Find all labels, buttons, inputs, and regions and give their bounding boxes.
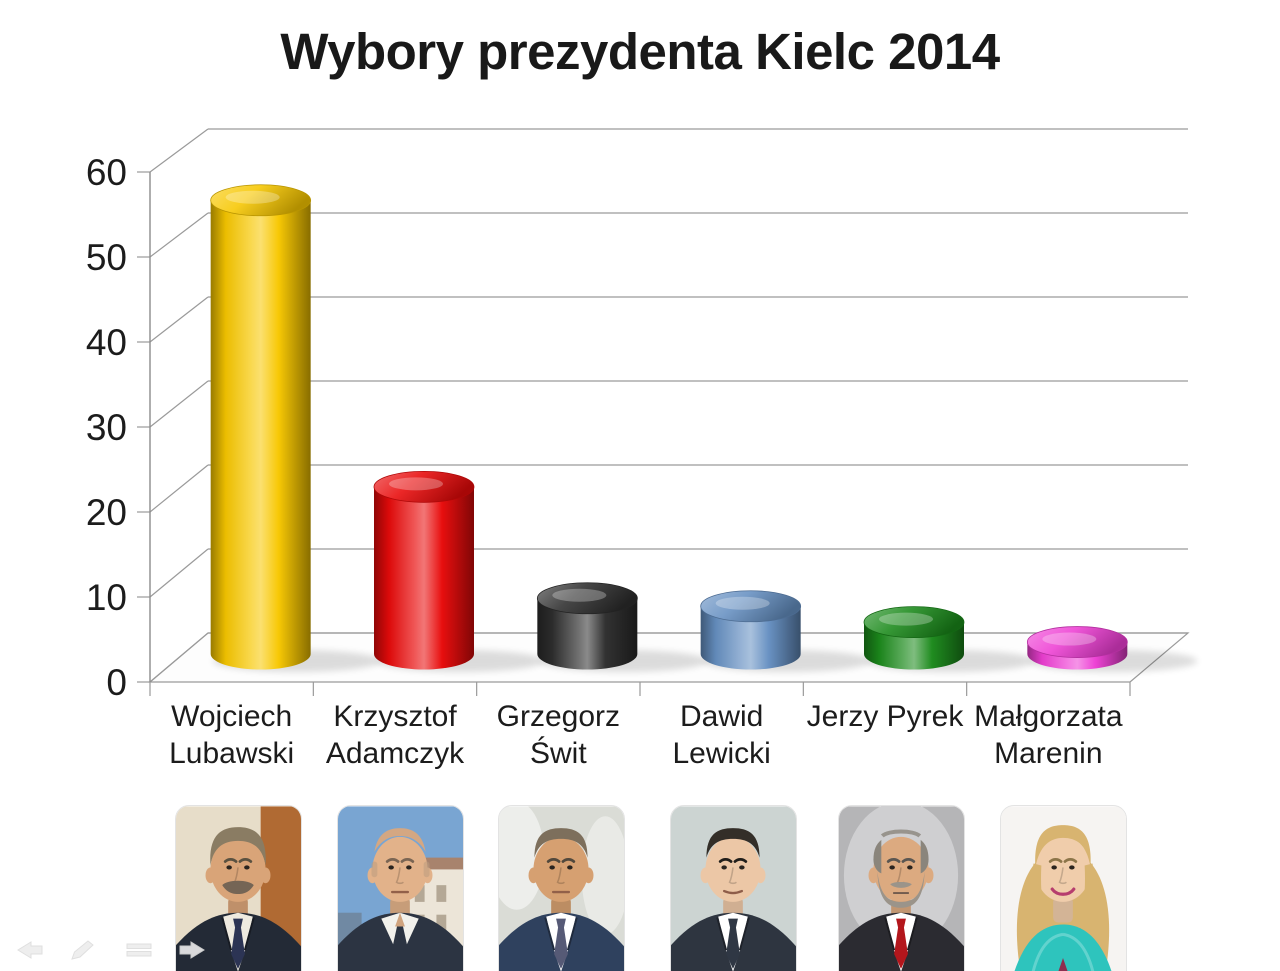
portrait-pyrek-illustration [838,806,964,971]
cylinder-bar-marenin [1026,626,1128,670]
y-axis-tick-label: 0 [106,662,127,703]
previous-slide-icon [17,941,43,959]
cylinder-bar-adamczyk [373,470,475,670]
category-axis-ticks [149,682,1131,696]
cylinder-bar-lubawski [210,184,312,670]
category-label: Świt [530,736,587,770]
category-label: Adamczyk [326,737,465,770]
photo-lewicki [669,805,797,971]
election-results-bar-chart: 0 10 20 30 40 50 60 Wojciech Lubawski Krzysztof Ad… [86,128,1198,770]
next-slide-button[interactable] [178,937,212,963]
category-label: Lubawski [169,737,294,770]
gridlines [137,128,1188,683]
cylinder-bar-swit [536,582,638,670]
category-label: Krzysztof [333,700,457,733]
category-label: Wojciech [171,700,292,733]
cylinder-bar-pyrek [863,606,965,670]
portrait-lewicki-illustration [670,806,796,971]
slide-menu-button[interactable] [122,937,156,963]
category-label: Grzegorz [497,700,620,733]
chart-title: Wybory prezydenta Kielc 2014 [280,23,1000,80]
portrait-marenin-illustration [1000,806,1126,971]
next-slide-icon [179,941,205,959]
pen-tool-icon [71,940,94,960]
category-label: Małgorzata [974,700,1123,733]
y-axis-tick-label: 20 [86,492,127,533]
slide-menu-icon [126,943,152,957]
portrait-swit-illustration [498,806,624,971]
y-axis-tick-label: 60 [86,152,127,193]
category-label: Marenin [994,737,1102,770]
photo-marenin [999,805,1127,971]
y-axis-tick-label: 40 [86,322,127,363]
previous-slide-button[interactable] [10,937,44,963]
category-label: Dawid [680,700,763,733]
y-axis-tick-label: 50 [86,237,127,278]
y-axis-tick-label: 10 [86,577,127,618]
cylinder-bar-lewicki [700,590,802,670]
portrait-lubawski-illustration [175,806,301,971]
category-label: Lewicki [672,737,770,770]
y-axis-tick-label: 30 [86,407,127,448]
photo-adamczyk [336,805,464,971]
photo-swit [497,805,625,971]
photo-pyrek [837,805,965,971]
photo-lubawski [174,805,302,971]
slideshow-controls [10,937,212,963]
category-label: Jerzy Pyrek [807,700,965,733]
portrait-adamczyk-illustration [337,806,463,971]
pen-tool-button[interactable] [66,937,100,963]
